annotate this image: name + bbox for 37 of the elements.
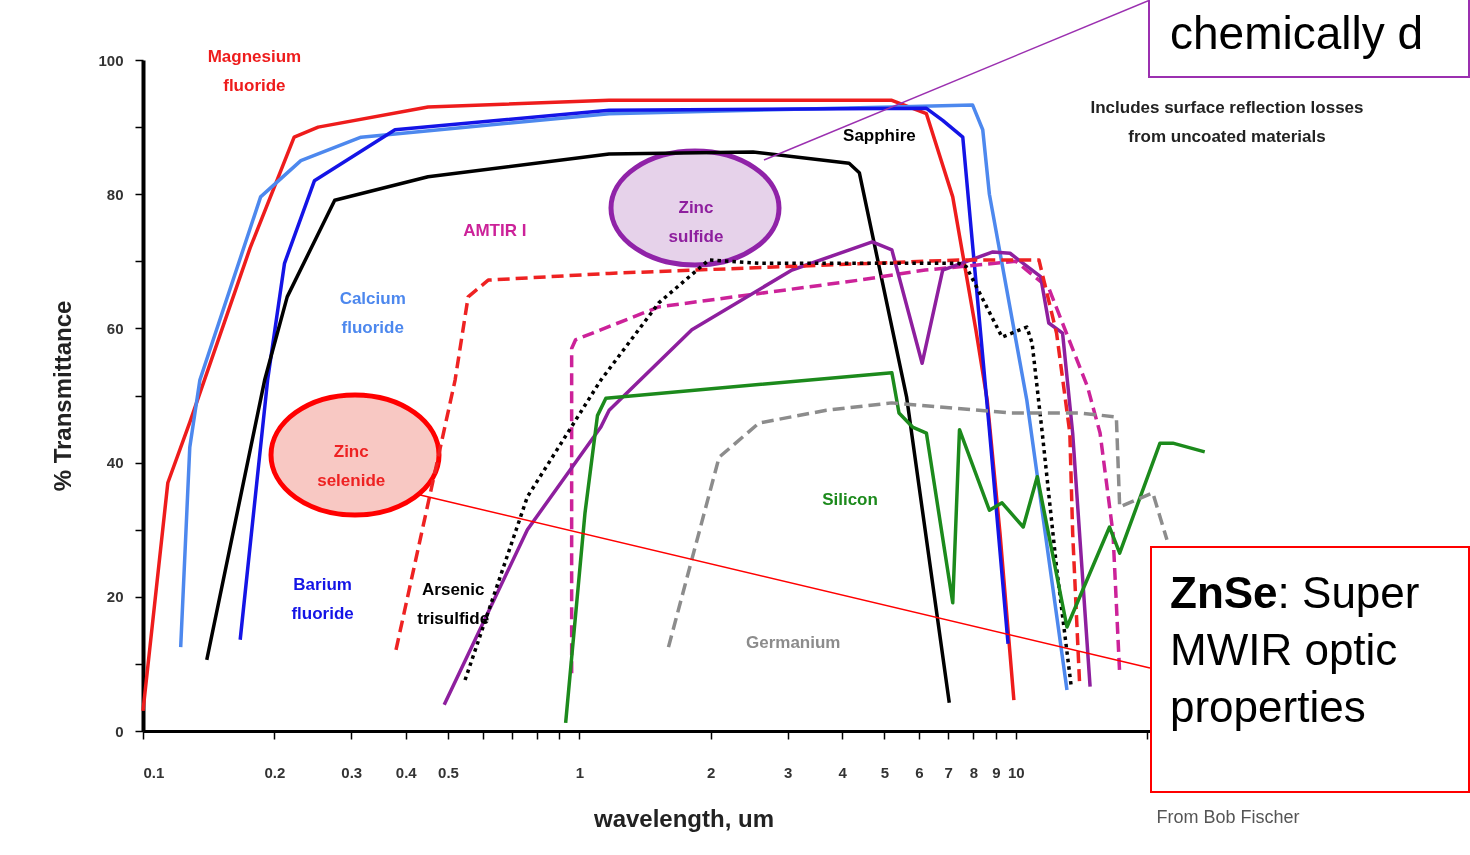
x-tick-label: 1: [575, 763, 585, 781]
text: Calcium fluoride: [339, 288, 406, 337]
text: Magnesium fluoride: [207, 46, 302, 95]
text: AMTIR I: [463, 221, 527, 241]
x-tick-label: 0.5: [438, 763, 459, 781]
y-tick-label: 100: [98, 51, 124, 69]
x-tick-label: 6: [915, 763, 924, 781]
y-tick-label: 80: [106, 185, 124, 203]
annotation: Includes surface reflection losses from uncoated materials: [1090, 98, 1364, 146]
x-axis-title: wavelength, um: [592, 804, 775, 832]
x-tick-label: 5: [880, 763, 890, 781]
text: Zinc sulfide: [668, 198, 724, 247]
text: Silicon: [822, 490, 878, 510]
x-tick-label: 8: [969, 763, 979, 781]
text: Zinc selenide: [317, 441, 386, 490]
x-tick-label: 0.1: [143, 763, 165, 781]
y-tick-label: 60: [106, 319, 124, 337]
text: Barium fluoride: [291, 574, 354, 623]
callout-box: ZnSe: Super MWIR optic properties: [1150, 546, 1470, 793]
x-tick-label: 10: [1007, 763, 1025, 781]
x-tick-label: 9: [992, 763, 1001, 781]
annotation: ZnSe: Super MWIR optic properties: [1170, 567, 1421, 734]
x-tick-label: 0.3: [341, 763, 363, 781]
x-tick-label: 2: [707, 763, 716, 781]
y-tick-label: 20: [106, 588, 124, 606]
text: From Bob Fischer: [1156, 807, 1300, 827]
y-tick-label: 40: [106, 454, 124, 472]
text: Germanium: [745, 633, 841, 653]
y-tick-label: 0: [115, 722, 124, 740]
y-axis-title: % Transmittance: [48, 300, 76, 492]
callout-box: chemically d: [1148, 0, 1470, 78]
x-tick-label: 7: [944, 763, 953, 781]
x-tick-label: 3: [783, 763, 793, 781]
x-tick-label: 0.2: [264, 763, 286, 781]
series-label: Sapphire: [843, 125, 916, 145]
x-tick-label: 0.4: [395, 763, 418, 781]
x-tick-label: 4: [838, 763, 848, 781]
